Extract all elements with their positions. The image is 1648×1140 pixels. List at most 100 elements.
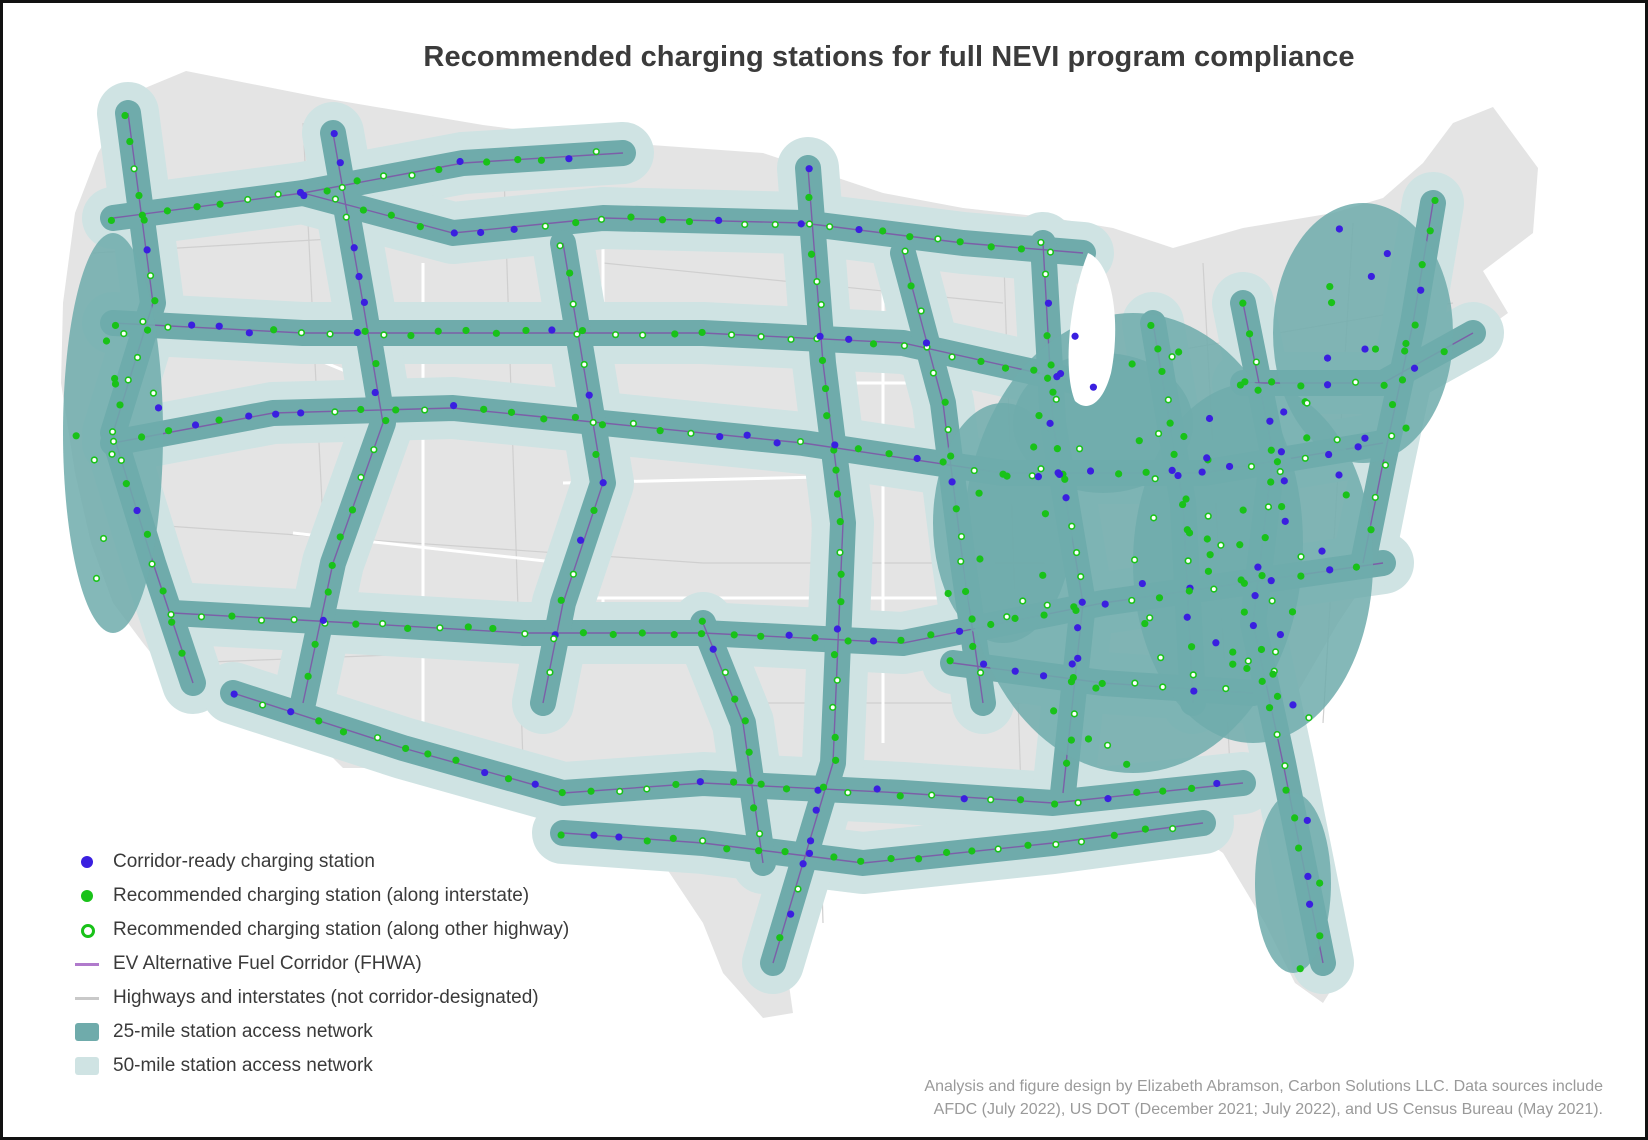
recommended-other-station-marker [771, 220, 779, 229]
recommended-other-station-marker [1131, 679, 1139, 687]
recommended-interstate-station-marker [1297, 382, 1305, 390]
legend-label: 25-mile station access network [113, 1021, 373, 1042]
recommended-interstate-station-marker [159, 587, 167, 595]
corridor-ready-station-marker [797, 220, 805, 228]
recommended-interstate-station-marker [579, 629, 587, 637]
recommended-interstate-station-marker [807, 250, 816, 258]
recommended-interstate-dot-icon [73, 886, 103, 906]
recommended-interstate-station-marker [1158, 367, 1166, 376]
recommended-interstate-station-marker [833, 490, 842, 498]
recommended-other-station-marker [133, 353, 142, 362]
recommended-interstate-station-marker [489, 624, 497, 633]
corridor-ready-station-marker [1212, 639, 1220, 647]
corridor-ready-station-marker [1071, 332, 1079, 340]
recommended-interstate-station-marker [1154, 345, 1162, 353]
corridor-ready-station-marker [816, 332, 824, 340]
legend-label: Corridor-ready charging station [113, 851, 375, 872]
corridor-ready-station-marker [1056, 370, 1065, 378]
recommended-other-station-marker [934, 235, 942, 243]
recommended-other-station-marker [817, 301, 825, 309]
corridor-ready-station-marker [456, 157, 464, 166]
recommended-interstate-station-marker [1291, 814, 1299, 822]
recommended-interstate-station-marker [946, 657, 954, 665]
recommended-interstate-station-marker [598, 421, 607, 429]
corridor-ready-station-marker [615, 833, 623, 841]
corridor-ready-station-marker [716, 432, 724, 441]
recommended-other-station-marker [833, 676, 841, 684]
corridor-ready-station-marker [855, 225, 863, 234]
recommended-other-station-marker [1264, 503, 1273, 511]
corridor-ready-station-marker [450, 229, 458, 237]
corridor-ready-station-marker [799, 860, 807, 868]
corridor-ready-station-marker [1101, 600, 1109, 608]
recommended-other-station-marker [1244, 657, 1252, 665]
recommended-interstate-station-marker [1229, 660, 1237, 668]
recommended-other-station-marker [944, 426, 952, 434]
recommended-interstate-station-marker [781, 848, 789, 856]
corridor-ready-station-marker [869, 637, 878, 645]
recommended-interstate-station-marker [537, 156, 546, 164]
recommended-interstate-station-marker [462, 326, 470, 335]
recommended-interstate-station-marker [944, 589, 952, 598]
recommended-interstate-station-marker [315, 717, 323, 725]
recommended-interstate-station-marker [435, 165, 443, 174]
corridor-ready-station-marker [245, 412, 253, 420]
recommended-interstate-station-marker [1016, 796, 1025, 804]
recommended-interstate-station-marker [557, 831, 565, 839]
recommended-other-station-marker [699, 837, 707, 845]
recommended-other-station-marker [589, 418, 597, 427]
recommended-interstate-station-marker [1288, 608, 1297, 616]
corridor-ready-station-marker [188, 321, 196, 329]
recommended-interstate-station-marker [1024, 841, 1032, 849]
corridor-ready-station-marker [805, 849, 814, 857]
recommended-interstate-station-marker [1187, 643, 1196, 651]
corridor-ready-station-marker [1367, 272, 1375, 281]
recommended-other-station-marker [569, 300, 577, 308]
recommended-interstate-station-marker [823, 412, 831, 420]
recommended-other-station-marker [1305, 714, 1313, 722]
corridor-ready-station-marker [319, 616, 327, 624]
recommended-interstate-station-marker [943, 848, 951, 857]
recommended-other-station-marker [436, 624, 444, 632]
recommended-other-station-marker [1164, 396, 1172, 404]
recommended-interstate-station-marker [1098, 679, 1106, 688]
recommended-other-station-marker [796, 437, 805, 446]
recommended-interstate-station-marker [1017, 245, 1026, 253]
recommended-other-station-marker [580, 360, 588, 369]
recommended-interstate-station-marker [1241, 378, 1249, 386]
recommended-other-ring-icon [73, 920, 103, 940]
recommended-other-station-marker [1388, 432, 1396, 440]
recommended-interstate-station-marker [111, 374, 119, 383]
recommended-other-station-marker [721, 668, 729, 676]
recommended-interstate-station-marker [480, 405, 488, 413]
corridor-ready-station-marker [1267, 577, 1275, 585]
recommended-other-station-marker [569, 570, 577, 578]
corridor-ready-station-marker [577, 536, 585, 544]
recommended-interstate-station-marker [1166, 419, 1174, 427]
recommended-other-station-marker [1070, 710, 1078, 718]
legend-label: 50-mile station access network [113, 1055, 373, 1076]
recommended-other-station-marker [987, 796, 995, 804]
recommended-interstate-station-marker [1141, 619, 1149, 628]
recommended-other-station-marker [900, 342, 909, 350]
recommended-interstate-station-marker [927, 631, 935, 639]
recommended-other-station-marker [108, 428, 117, 436]
recommended-interstate-station-marker [1273, 458, 1282, 466]
corridor-ready-station-marker [1323, 381, 1332, 389]
recommended-interstate-station-marker [1011, 614, 1019, 622]
recommended-interstate-station-marker [857, 857, 865, 865]
map-title: Recommended charging stations for full N… [423, 41, 1355, 73]
recommended-interstate-station-marker [1159, 787, 1167, 795]
recommended-interstate-station-marker [1303, 434, 1311, 442]
recommended-other-station-marker [124, 376, 132, 384]
recommended-interstate-station-marker [1053, 445, 1061, 453]
corridor-ready-station-marker [1104, 795, 1112, 803]
recommended-other-station-marker [957, 557, 965, 566]
recommended-other-station-marker [592, 148, 600, 156]
recommended-interstate-station-marker [1257, 645, 1266, 654]
recommended-interstate-station-marker [776, 934, 784, 942]
recommended-interstate-station-marker [956, 238, 964, 246]
recommended-interstate-station-marker [407, 331, 415, 340]
recommended-interstate-station-marker [324, 588, 332, 596]
